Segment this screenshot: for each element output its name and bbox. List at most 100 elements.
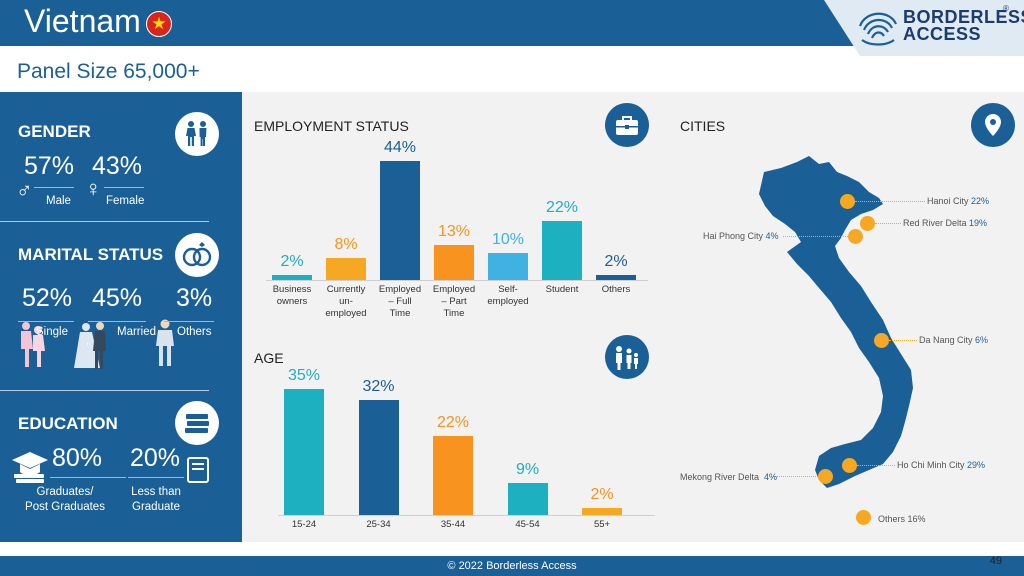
chart-data-label: 2%: [280, 252, 304, 270]
married-couple-icon: [74, 322, 106, 369]
chart-data-label: 13%: [437, 222, 471, 240]
chart-bar: [433, 435, 473, 515]
married-underline: [88, 321, 146, 322]
cities-title: CITIES: [680, 118, 726, 134]
graduates-percentage: 80%: [52, 444, 103, 472]
chart-data-label: 22%: [436, 413, 470, 431]
graduates-underline: [50, 477, 126, 478]
location-pin-icon: [971, 103, 1015, 147]
section-divider: [0, 390, 209, 391]
cities-panel: CITIES Hanoi City 22% Red River Delta 19…: [669, 92, 1024, 542]
panel-size-title: Panel Size 65,000+: [17, 60, 200, 83]
country-title: Vietnam: [24, 3, 141, 39]
graduates-label-line-1: Graduates/: [36, 486, 94, 498]
city-leader-line: [773, 476, 818, 477]
male-symbol-icon: ♂: [16, 178, 33, 203]
city-marker-others: [856, 510, 871, 525]
male-percentage: 57%: [24, 152, 75, 180]
city-leader-line: [855, 201, 925, 202]
less-than-graduate-percentage: 20%: [130, 444, 181, 472]
logo-text: BORDERLESS ACCESS: [903, 7, 1024, 43]
chart-category-label: Employed – Part Time: [432, 284, 476, 319]
vietnam-map-icon: [759, 156, 913, 488]
less-than-graduate-label: Less than Graduate: [120, 485, 192, 515]
city-marker-red-river-delta: [860, 216, 875, 231]
demographics-panel: GENDER 57% 43% ♂ Male ♀ Female MARITAL S…: [0, 92, 242, 542]
city-marker-hai-phong: [848, 229, 863, 244]
marital-status-title: MARITAL STATUS: [18, 245, 164, 264]
briefcase-icon: [605, 103, 649, 147]
chart-bar: [542, 220, 582, 280]
city-leader-line: [857, 465, 895, 466]
chart-baseline: [266, 280, 648, 281]
age-title: AGE: [254, 350, 284, 366]
city-label-mekong-river-delta: Mekong River Delta 4%: [680, 472, 778, 482]
male-label: Male: [46, 195, 71, 207]
female-label: Female: [106, 195, 145, 207]
city-marker-hanoi: [840, 194, 855, 209]
city-leader-line: [783, 236, 848, 237]
chart-bar: [272, 274, 312, 280]
logo-panel: [824, 0, 1024, 56]
female-underline: [104, 187, 144, 188]
city-label-da-nang: Da Nang City 6%: [919, 335, 989, 345]
city-marker-da-nang: [874, 333, 889, 348]
city-leader-line: [875, 223, 901, 224]
education-title: EDUCATION: [18, 414, 118, 433]
chart-bar: [507, 482, 548, 515]
employment-age-panel: EMPLOYMENT STATUS 2% Business owners 8% Curr…: [242, 92, 669, 542]
city-leader-line: [889, 340, 917, 341]
single-underline: [18, 321, 74, 322]
less-label-line-2: Graduate: [132, 501, 180, 513]
single-people-icon: [21, 322, 45, 367]
footer-copyright: © 2022 Borderless Access: [0, 556, 1024, 576]
graduates-label: Graduates/ Post Graduates: [14, 485, 116, 515]
chart-baseline: [278, 515, 655, 516]
graduates-label-line-2: Post Graduates: [25, 501, 105, 513]
chart-category-label: 15-24: [291, 519, 317, 530]
chart-data-label: 8%: [334, 236, 358, 254]
less-label-line-1: Less than: [131, 486, 181, 498]
chart-data-label: 35%: [287, 367, 321, 384]
gender-title: GENDER: [18, 122, 91, 141]
chart-data-label: 32%: [362, 377, 395, 395]
married-label: Married: [117, 326, 156, 338]
chart-data-label: 44%: [383, 139, 417, 157]
city-label-others: Others 16%: [878, 514, 926, 524]
others-person-icon: [156, 319, 174, 366]
city-label-hai-phong: Hai Phong City 4%: [703, 231, 779, 241]
male-underline: [34, 187, 74, 188]
chart-data-label: 10%: [491, 231, 525, 248]
vietnam-flag-icon: ★: [146, 11, 172, 37]
chart-data-label: 9%: [515, 460, 540, 478]
chart-bar: [596, 274, 636, 280]
section-divider: [0, 221, 209, 222]
logo-line-1: BORDERLESS: [903, 7, 1024, 27]
rings-icon: [175, 233, 219, 277]
family-icon: [605, 335, 649, 379]
female-symbol-icon: ♀: [85, 176, 102, 201]
others-percentage: 3%: [176, 284, 213, 312]
chart-data-label: 2%: [604, 252, 628, 270]
city-marker-mekong-river-delta: [818, 469, 833, 484]
logo-registered-mark: ®: [1003, 4, 1009, 13]
book-icon: [187, 457, 209, 483]
city-label-red-river-delta: Red River Delta 19%: [903, 218, 988, 228]
page-number: 49: [989, 555, 1002, 567]
chart-bar: [434, 244, 474, 280]
chart-category-label: 25-34: [366, 519, 391, 530]
chart-bar: [582, 507, 622, 515]
chart-category-label: Business owners: [272, 284, 312, 307]
married-comma: ,: [86, 335, 90, 347]
couple-icon: [175, 112, 219, 156]
chart-category-label: Student: [545, 284, 579, 295]
chart-category-label: 55+: [593, 519, 611, 530]
borderless-access-logo-icon: [858, 12, 898, 46]
single-percentage: 52%: [22, 284, 73, 312]
chart-category-label: Currently un-employed: [325, 284, 367, 319]
others-underline: [164, 321, 214, 322]
chart-data-label: 2%: [590, 485, 614, 503]
chart-bar: [326, 258, 366, 280]
female-percentage: 43%: [92, 152, 143, 180]
